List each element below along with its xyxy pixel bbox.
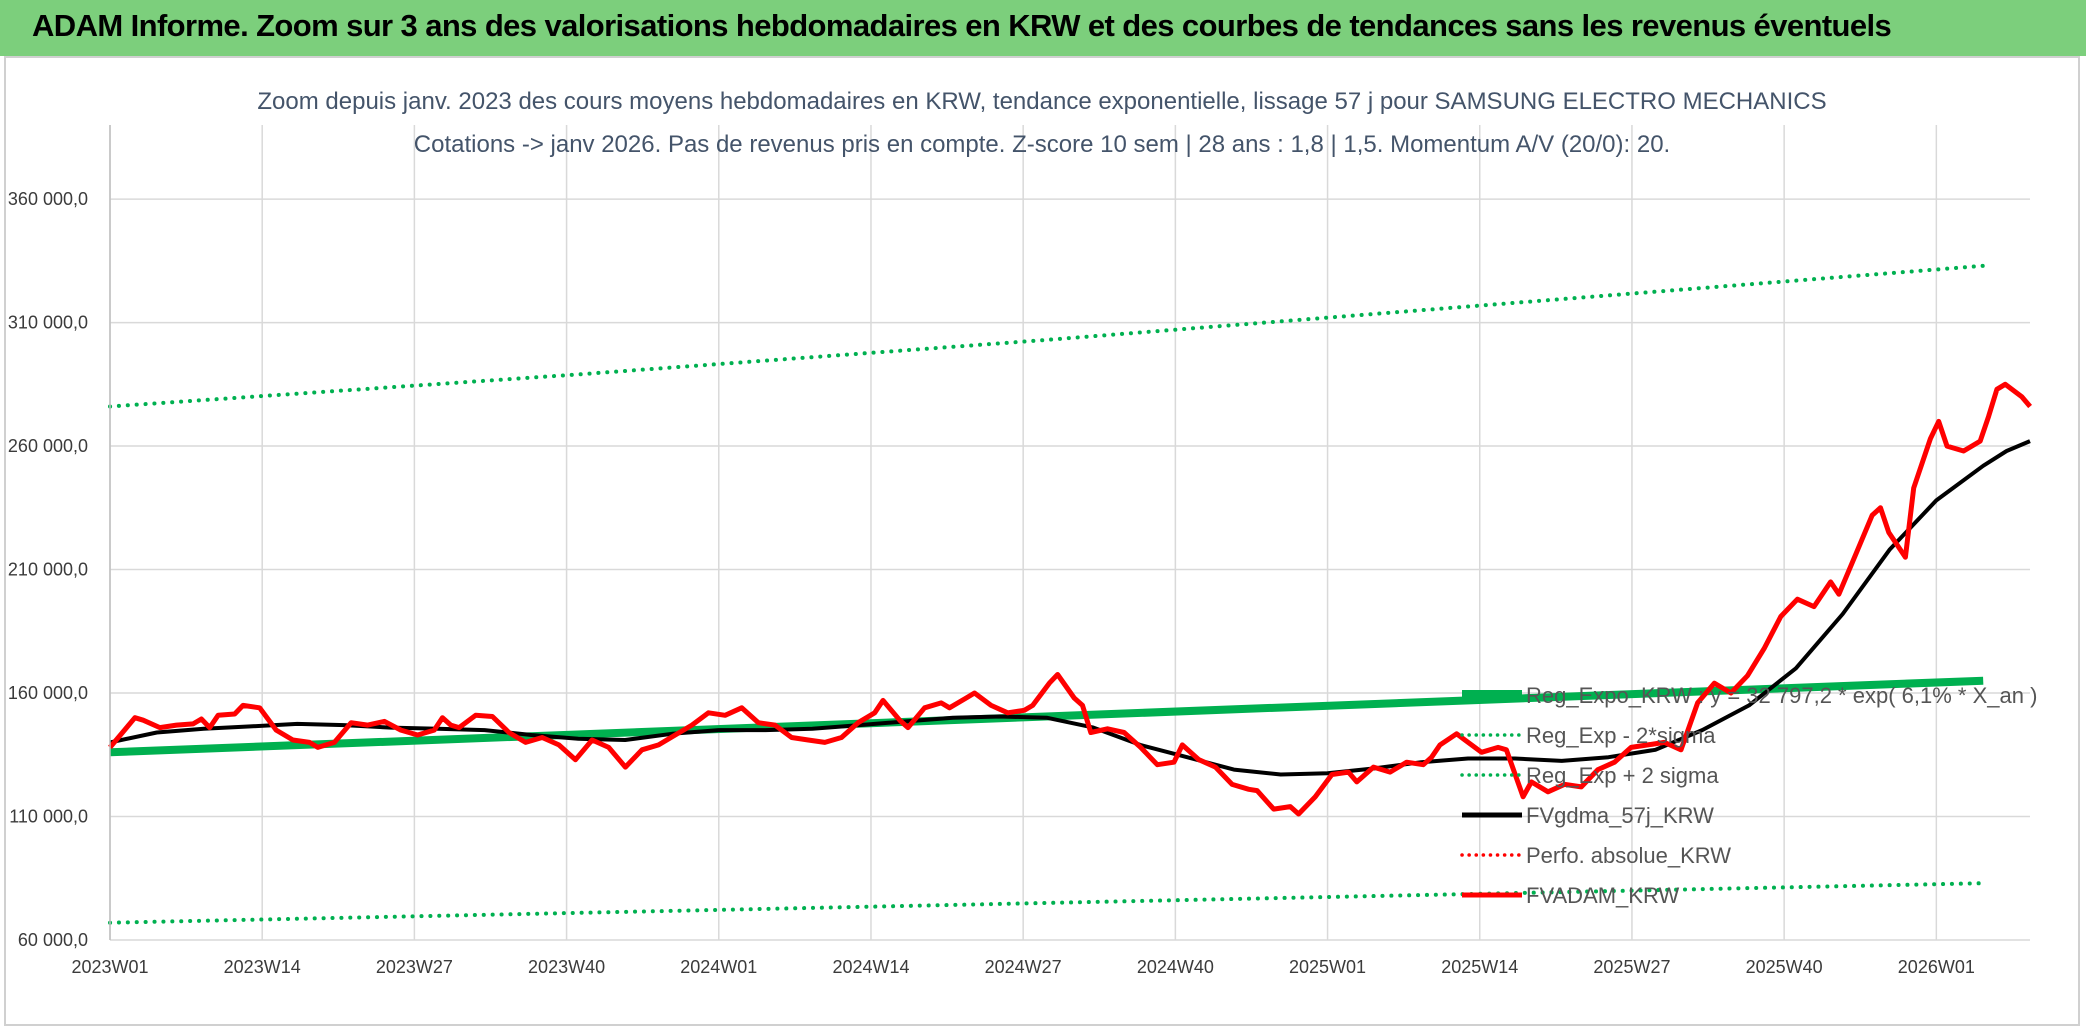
series-layer [108,263,2033,925]
x-tick-label: 2025W14 [1441,957,1518,977]
y-tick-label: 210 000,0 [8,560,88,580]
x-tick-label: 2024W40 [1137,957,1214,977]
legend-entry: Reg_Exp + 2 sigma [1526,763,1719,788]
legend-entry: FVgdma_57j_KRW [1526,803,1714,828]
x-tick-label: 2026W01 [1898,957,1975,977]
legend-entry: FVADAM_KRW [1526,883,1679,908]
chart-frame [4,56,2080,1026]
x-tick-label: 2023W01 [71,957,148,977]
y-tick-label: 310 000,0 [8,313,88,333]
x-tick-label: 2023W14 [224,957,301,977]
series-line-1 [108,881,1986,925]
legend-entry: Perfo. absolue_KRW [1526,843,1731,868]
y-tick-label: 260 000,0 [8,436,88,456]
y-tick-label: 60 000,0 [18,930,88,950]
series-line-5 [108,381,2033,817]
x-tick-label: 2024W27 [985,957,1062,977]
legend-entry: Reg_Expo_KRW : y = 32 797,2 * exp( 6,1% … [1526,683,2037,708]
x-tick-label: 2024W14 [832,957,909,977]
x-tick-label: 2025W40 [1746,957,1823,977]
report-title: ADAM Informe. Zoom sur 3 ans des valoris… [32,8,1892,43]
y-tick-label: 110 000,0 [9,807,88,827]
x-tick-label: 2023W40 [528,957,605,977]
grid [109,125,2030,941]
series-line-2 [108,263,1986,409]
legend: Reg_Expo_KRW : y = 32 797,2 * exp( 6,1% … [1460,683,2037,908]
legend-entry: Reg_Exp - 2*sigma [1526,723,1716,748]
y-tick-label: 160 000,0 [8,683,88,703]
series-line-3 [109,439,2031,777]
y-tick-label: 360 000,0 [8,189,88,209]
x-tick-label: 2025W27 [1593,957,1670,977]
axes: 60 000,0 110 000,0 160 000,0 210 000,0 260 0… [8,125,1975,977]
report-banner: ADAM Informe. Zoom sur 3 ans des valoris… [0,0,2086,56]
x-tick-label: 2025W01 [1289,957,1366,977]
chart-title: Zoom depuis janv. 2023 des cours moyens … [257,88,1826,115]
x-tick-label: 2024W01 [680,957,757,977]
chart-subtitle: Cotations -> janv 2026. Pas de revenus p… [414,131,1670,158]
x-tick-label: 2023W27 [376,957,453,977]
